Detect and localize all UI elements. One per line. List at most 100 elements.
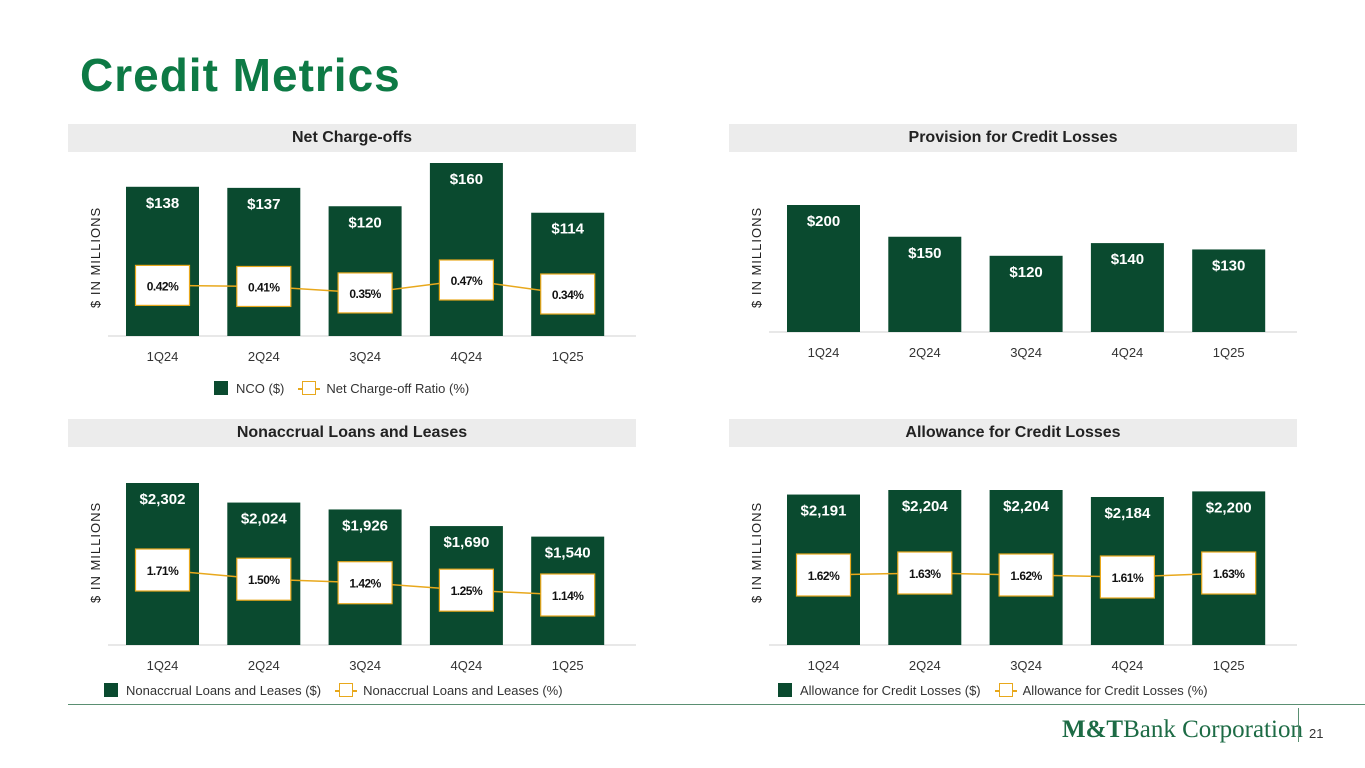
bar-value-label: $1,690 <box>443 534 489 551</box>
bar-value-label: $1,926 <box>342 517 388 534</box>
x-tick-label: 1Q25 <box>552 658 584 673</box>
brand-logo: M&TBank Corporation <box>1062 716 1303 744</box>
bar-value-label: $150 <box>908 245 941 262</box>
ratio-label: 0.42% <box>147 279 179 293</box>
nco-chart: $138 $137 $120 $160 $114 1Q24 2Q24 3Q24 4Q24 1Q25… <box>108 163 636 364</box>
ratio-marker <box>540 273 596 315</box>
nonaccrual-chart: $2,302 $2,024 $1,926 $1,690 $1,540 1Q24 2Q24 3Q… <box>108 483 636 673</box>
bar <box>429 163 503 336</box>
ratio-label: 0.47% <box>451 274 483 288</box>
x-tick-label: 3Q24 <box>349 658 381 673</box>
ratio-marker <box>337 272 393 314</box>
ratio-marker <box>897 551 953 595</box>
page-title: Credit Metrics <box>80 49 401 101</box>
ratio-marker <box>998 553 1054 597</box>
ratio-marker <box>1201 551 1257 595</box>
x-tick-label: 3Q24 <box>1010 345 1042 360</box>
panel-net-charge-offs: Net Charge-offs $ IN MILLIONS $138 $137 $1… <box>68 124 636 404</box>
ratio-label: 1.50% <box>248 573 280 587</box>
brand-separator <box>1298 708 1299 742</box>
brand-name: Bank Corporation <box>1123 716 1303 743</box>
bar <box>1192 249 1266 332</box>
panel-provision: Provision for Credit Losses $ IN MILLION… <box>729 124 1297 374</box>
ratio-label: 1.25% <box>451 584 483 598</box>
bar-value-label: $2,200 <box>1206 499 1252 516</box>
bar-value-label: $2,184 <box>1104 505 1151 522</box>
panel-allowance: Allowance for Credit Losses $ IN MILLION… <box>729 419 1297 704</box>
bar-value-label: $120 <box>348 214 381 231</box>
x-tick-label: 2Q24 <box>909 658 941 673</box>
x-tick-label: 2Q24 <box>909 345 941 360</box>
x-tick-label: 4Q24 <box>1111 345 1143 360</box>
ratio-marker <box>134 548 191 592</box>
chart-title: Provision for Credit Losses <box>729 124 1297 152</box>
x-tick-label: 3Q24 <box>349 349 381 364</box>
footer-divider <box>68 704 1365 705</box>
chart-title: Nonaccrual Loans and Leases <box>68 419 636 447</box>
legend-line-swatch <box>335 683 358 697</box>
ratio-label: 1.63% <box>1213 567 1245 581</box>
bar-value-label: $137 <box>247 196 280 213</box>
x-tick-label: 1Q24 <box>147 349 179 364</box>
legend-label: Allowance for Credit Losses ($) <box>800 683 981 698</box>
bar-value-label: $140 <box>1111 251 1144 268</box>
ratio-label: 1.71% <box>147 564 179 578</box>
ratio-label: 1.42% <box>349 577 381 591</box>
allowance-chart: $2,191 $2,204 $2,204 $2,184 $2,200 1Q24 2Q24 3Q… <box>769 490 1297 673</box>
bar-value-label: $200 <box>807 213 840 230</box>
legend-bar-swatch <box>214 381 228 395</box>
x-tick-label: 1Q24 <box>808 345 840 360</box>
bar-value-label: $114 <box>551 221 584 238</box>
ratio-label: 1.63% <box>909 567 941 581</box>
x-tick-label: 2Q24 <box>248 349 280 364</box>
bar <box>227 187 301 336</box>
legend-label: Nonaccrual Loans and Leases (%) <box>363 683 563 698</box>
ratio-label: 0.41% <box>248 280 280 294</box>
chart-title: Net Charge-offs <box>68 124 636 152</box>
bar-value-label: $2,302 <box>140 491 186 508</box>
legend-label: Allowance for Credit Losses (%) <box>1022 683 1208 698</box>
legend-label: Net Charge-off Ratio (%) <box>326 381 470 396</box>
ratio-marker <box>438 568 494 612</box>
bar <box>126 186 199 336</box>
ratio-marker <box>236 557 292 601</box>
brand-mark: M&T <box>1062 716 1124 743</box>
bar-value-label: $2,204 <box>1003 498 1050 515</box>
bar <box>888 236 962 332</box>
ratio-label: 0.34% <box>552 288 584 302</box>
bar-value-label: $160 <box>450 171 483 188</box>
legend-bar-swatch <box>104 683 118 697</box>
x-tick-label: 1Q24 <box>147 658 179 673</box>
legend-label: NCO ($) <box>236 381 285 396</box>
bar <box>328 206 402 336</box>
ratio-marker <box>337 561 393 605</box>
ratio-label: 1.61% <box>1112 571 1144 585</box>
x-tick-label: 2Q24 <box>248 658 280 673</box>
ratio-marker <box>1099 555 1155 599</box>
x-tick-label: 3Q24 <box>1010 658 1042 673</box>
legend-label: Nonaccrual Loans and Leases ($) <box>126 683 322 698</box>
bar <box>989 255 1063 332</box>
bar <box>787 205 860 332</box>
x-tick-label: 4Q24 <box>450 349 482 364</box>
legend: Allowance for Credit Losses ($) Allowance… <box>778 683 1208 698</box>
x-tick-label: 1Q25 <box>1213 658 1245 673</box>
x-tick-label: 1Q25 <box>1213 345 1245 360</box>
bar-value-label: $130 <box>1212 257 1245 274</box>
ratio-label: 1.14% <box>552 589 584 603</box>
ratio-label: 1.62% <box>808 569 840 583</box>
x-tick-label: 4Q24 <box>450 658 482 673</box>
legend-line-swatch <box>994 683 1017 697</box>
legend-bar-swatch <box>778 683 792 697</box>
legend: NCO ($) Net Charge-off Ratio (%) <box>214 381 469 396</box>
ratio-marker <box>540 573 596 617</box>
ratio-marker <box>134 264 191 306</box>
bar <box>1090 243 1164 332</box>
ratio-marker <box>236 265 292 308</box>
bar-value-label: $2,191 <box>801 503 847 520</box>
panel-nonaccrual: Nonaccrual Loans and Leases $ IN MILLION… <box>68 419 636 704</box>
bar-value-label: $120 <box>1009 264 1042 281</box>
x-tick-label: 1Q24 <box>808 658 840 673</box>
bar-value-label: $138 <box>146 195 179 212</box>
ratio-label: 1.62% <box>1010 569 1042 583</box>
